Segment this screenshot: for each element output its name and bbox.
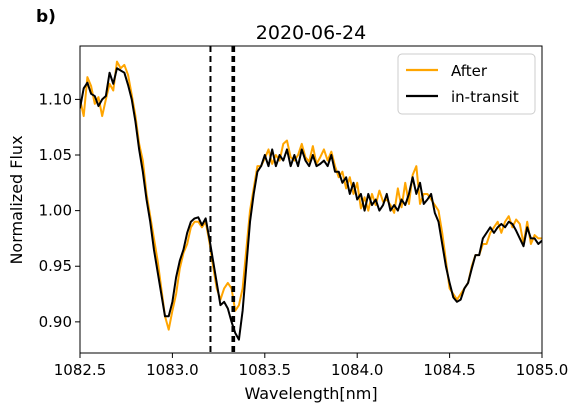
legend: After in-transit <box>397 53 536 115</box>
y-tick-label: 1.00 <box>39 202 72 220</box>
x-tick-label: 1082.5 <box>54 361 107 379</box>
series-group <box>80 60 542 341</box>
y-axis: 0.90 0.95 1.00 1.05 1.10 <box>39 90 80 331</box>
x-tick-label: 1084.0 <box>331 361 384 379</box>
series-line-in-transit <box>80 67 542 341</box>
y-tick-label: 0.90 <box>39 313 72 331</box>
reference-lines-group <box>209 46 236 353</box>
y-tick-label: 0.95 <box>39 257 72 275</box>
legend-label-after: After <box>451 62 488 80</box>
panel-label: b) <box>36 7 56 27</box>
x-tick-label: 1084.5 <box>423 361 476 379</box>
y-tick-label: 1.10 <box>39 90 72 108</box>
x-tick-label: 1083.5 <box>239 361 292 379</box>
y-tick-label: 1.05 <box>39 146 72 164</box>
x-axis-label: Wavelength[nm] <box>244 384 377 403</box>
y-axis-label: Normalized Flux <box>7 135 26 264</box>
chart-title: 2020-06-24 <box>256 22 366 44</box>
legend-label-in-transit: in-transit <box>451 88 519 106</box>
x-axis: 1082.5 1083.0 1083.5 1084.0 1084.5 1085.0 <box>54 353 569 379</box>
plot-frame <box>79 45 543 354</box>
x-tick-label: 1083.0 <box>146 361 199 379</box>
x-tick-label: 1085.0 <box>516 361 569 379</box>
